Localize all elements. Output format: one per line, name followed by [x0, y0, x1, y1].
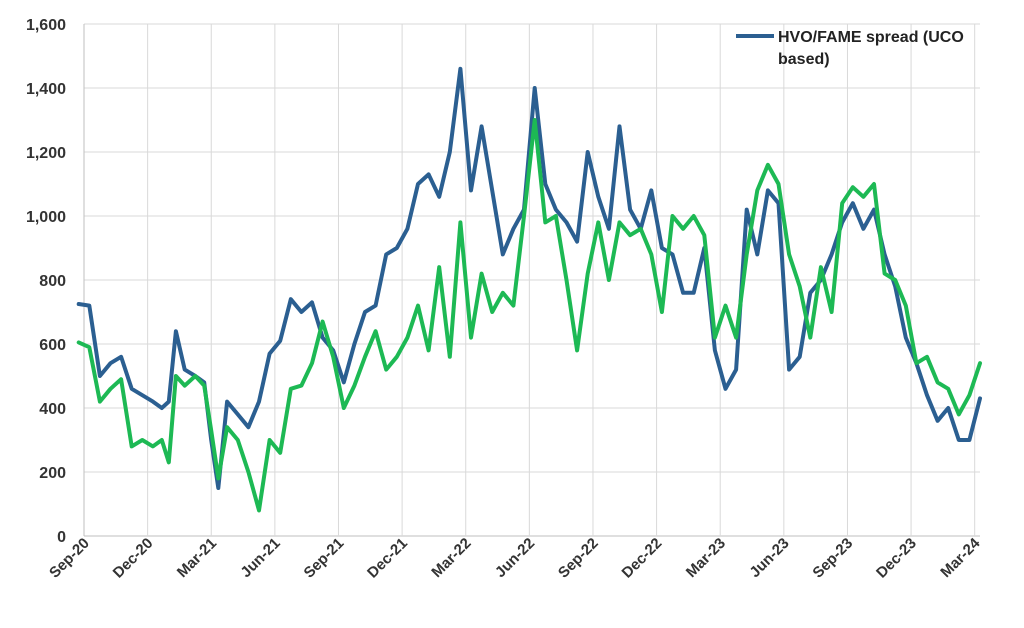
y-tick-label: 1,200: [26, 145, 66, 162]
grid-layer: [83, 23, 980, 537]
y-tick-label: 600: [39, 337, 66, 354]
x-tick-label: Mar-23: [683, 535, 729, 581]
x-tick-label: Dec-21: [364, 535, 411, 582]
x-tick-label: Dec-23: [873, 535, 920, 582]
x-tick-label: Sep-22: [555, 535, 602, 582]
x-tick-label: Mar-24: [937, 534, 984, 581]
y-tick-label: 0: [57, 529, 66, 546]
x-tick-label: Dec-22: [619, 535, 666, 582]
x-tick-label: Sep-21: [301, 535, 348, 582]
y-tick-label: 800: [39, 273, 66, 290]
y-tick-label: 1,000: [26, 209, 66, 226]
x-axis-ticks: Sep-20 Dec-20 Mar-21 Jun-21 Sep-21 Dec-21 Mar-…: [46, 534, 984, 581]
series-layer: [76, 66, 982, 513]
x-tick-label: Sep-20: [46, 535, 93, 582]
x-tick-label: Mar-21: [174, 535, 220, 581]
x-tick-label: Jun-22: [492, 535, 538, 581]
y-tick-label: 1,400: [26, 81, 66, 98]
y-axis-ticks: 0 200 400 600 800 1,000 1,200 1,400 1,600: [26, 17, 66, 546]
series-line-1: [76, 118, 982, 513]
x-tick-label: Dec-20: [110, 535, 157, 582]
legend-label: HVO/FAME spread (UCO based): [778, 29, 964, 68]
x-tick-label: Sep-23: [809, 535, 856, 582]
x-tick-label: Jun-23: [746, 535, 792, 581]
y-tick-label: 1,600: [26, 17, 66, 34]
x-tick-label: Mar-22: [428, 535, 474, 581]
y-tick-label: 400: [39, 401, 66, 418]
x-tick-label: Jun-21: [237, 535, 283, 581]
legend: HVO/FAME spread (UCO based): [736, 29, 964, 68]
y-tick-label: 200: [39, 465, 66, 482]
